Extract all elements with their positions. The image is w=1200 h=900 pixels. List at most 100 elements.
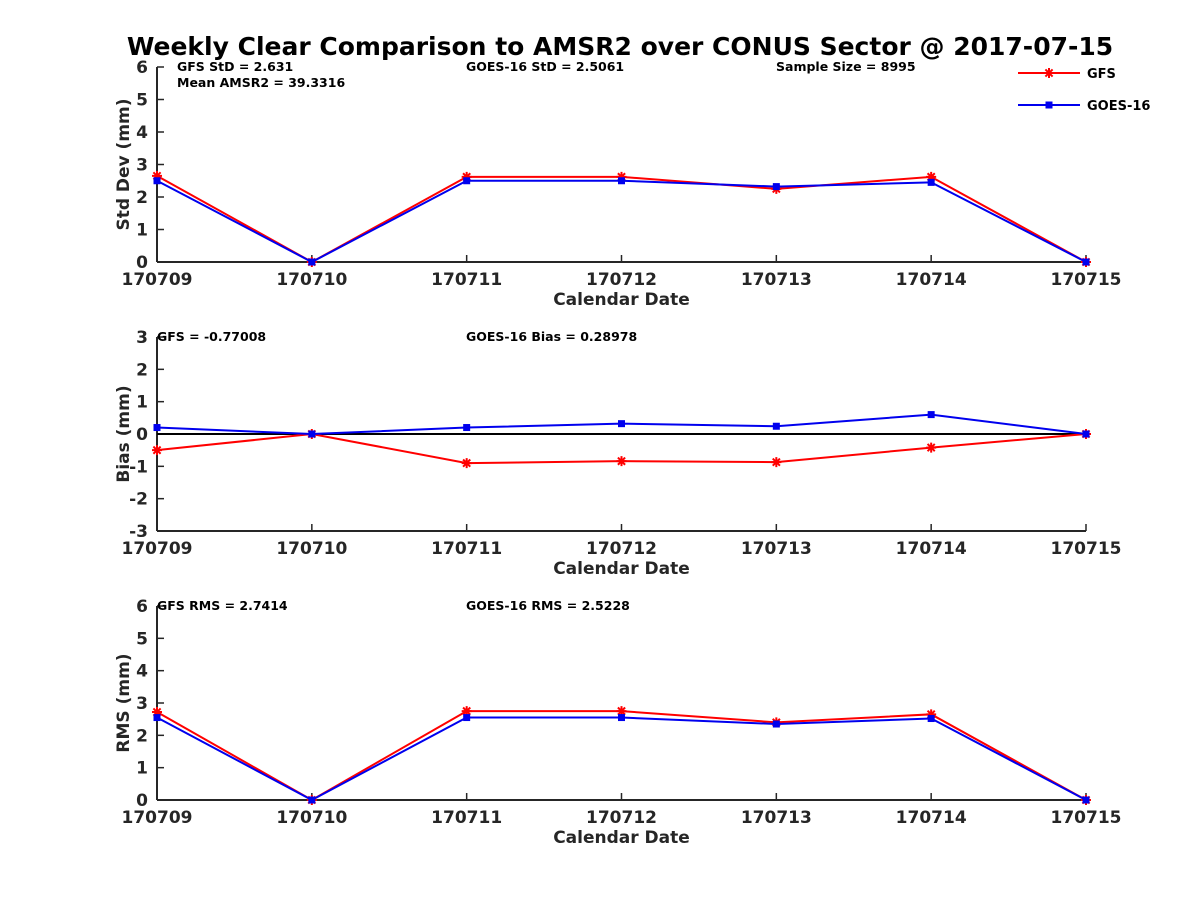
y-tick-label: 0 [136, 253, 148, 273]
stat-annotation: GFS StD = 2.631 [177, 59, 293, 74]
x-tick-label: 170709 [122, 808, 193, 828]
data-point-gfs [152, 445, 162, 456]
x-tick-label: 170712 [586, 808, 657, 828]
y-tick-label: -1 [129, 457, 148, 477]
x-tick-label: 170713 [741, 270, 812, 290]
stat-annotation: GFS RMS = 2.7414 [157, 598, 288, 613]
series-line-goes-16 [156, 179, 1087, 264]
data-point-goes-16 [618, 714, 625, 722]
legend-marker [1045, 101, 1053, 109]
x-tick-label: 170715 [1051, 808, 1122, 828]
data-point-gfs [461, 706, 472, 717]
data-point-goes-16 [772, 422, 780, 430]
x-tick-label: 170709 [122, 270, 193, 290]
y-tick-label: 5 [136, 629, 148, 649]
data-point-goes-16 [463, 714, 471, 722]
y-tick-label: 3 [136, 694, 148, 714]
y-axis-label: Bias (mm) [114, 385, 134, 482]
x-tick-label: 170709 [122, 539, 193, 559]
data-point-goes-16 [927, 178, 935, 186]
x-tick-label: 170712 [586, 270, 657, 290]
data-point-goes-16 [153, 177, 161, 185]
x-tick-label: 170714 [896, 270, 967, 290]
panel-2: -3 -2 -1 0 1 2 3 170709 170710 170711 170712 170713… [114, 328, 1121, 579]
x-tick-label: 170713 [741, 808, 812, 828]
x-axis-label: Calendar Date [553, 559, 690, 579]
x-tick-label: 170712 [586, 539, 657, 559]
x-tick-label: 170710 [276, 808, 347, 828]
data-point-goes-16 [153, 424, 161, 432]
y-tick-label: 3 [136, 328, 148, 348]
y-tick-label: 4 [136, 662, 148, 682]
y-tick-label: 5 [136, 91, 148, 111]
y-tick-label: 1 [136, 221, 148, 241]
legend-entry-goes-16: GOES-16 [1018, 99, 1150, 114]
data-point-gfs [926, 442, 937, 453]
x-tick-label: 170710 [276, 270, 347, 290]
panel-1: 0 1 2 3 4 5 6 170709 170710 170711 170712 170713 170… [114, 58, 1121, 310]
data-point-goes-16 [927, 411, 935, 419]
stat-annotation: GOES-16 RMS = 2.5228 [466, 598, 630, 613]
y-tick-label: -2 [129, 490, 148, 510]
data-point-goes-16 [618, 420, 625, 428]
x-tick-label: 170711 [431, 539, 502, 559]
data-point-goes-16 [308, 430, 316, 438]
y-tick-label: 1 [136, 393, 148, 413]
y-tick-label: 6 [136, 58, 148, 78]
x-tick-label: 170714 [896, 808, 967, 828]
legend-marker [1044, 68, 1054, 78]
series-line-gfs [156, 175, 1087, 264]
data-point-gfs [152, 170, 162, 181]
chart-title: Weekly Clear Comparison to AMSR2 over CO… [127, 32, 1113, 61]
data-point-goes-16 [308, 258, 316, 266]
x-axis-label: Calendar Date [553, 828, 690, 848]
y-tick-label: 4 [136, 123, 148, 143]
x-axis-label: Calendar Date [553, 290, 690, 310]
data-point-gfs [152, 707, 162, 718]
data-point-gfs [461, 458, 472, 469]
data-point-goes-16 [1082, 430, 1090, 438]
data-point-goes-16 [772, 720, 780, 728]
data-point-gfs [771, 457, 782, 468]
x-tick-label: 170715 [1051, 270, 1122, 290]
legend: GFS GOES-16 [1018, 67, 1150, 114]
legend-entry-gfs: GFS [1018, 67, 1116, 82]
y-tick-label: 6 [136, 597, 148, 617]
legend-label: GFS [1087, 67, 1116, 82]
y-tick-label: 0 [136, 791, 148, 811]
data-point-goes-16 [1082, 258, 1090, 266]
stat-annotation: GOES-16 StD = 2.5061 [466, 59, 624, 74]
data-point-goes-16 [153, 714, 161, 722]
data-point-goes-16 [618, 177, 625, 185]
data-point-gfs [461, 171, 472, 182]
series-goes-16 [153, 411, 1090, 438]
series-line-gfs [156, 710, 1087, 802]
panels: 0 1 2 3 4 5 6 170709 170710 170711 170712 170713 170… [114, 58, 1121, 848]
series-goes-16 [153, 177, 1090, 266]
y-tick-label: 2 [136, 360, 148, 380]
x-tick-label: 170714 [896, 539, 967, 559]
data-point-goes-16 [772, 183, 780, 191]
y-tick-label: 3 [136, 156, 148, 176]
data-point-goes-16 [308, 796, 316, 804]
data-point-gfs [926, 171, 937, 182]
stat-annotation: GOES-16 Bias = 0.28978 [466, 329, 637, 344]
data-point-gfs [926, 709, 937, 720]
y-tick-label: 2 [136, 188, 148, 208]
data-point-gfs [616, 171, 627, 182]
data-point-goes-16 [463, 424, 471, 432]
series-line-goes-16 [156, 716, 1087, 802]
x-tick-label: 170713 [741, 539, 812, 559]
data-point-goes-16 [927, 715, 935, 723]
panel-3: 0 1 2 3 4 5 6 170709 170710 170711 170712 170713 170… [114, 597, 1121, 848]
x-tick-label: 170715 [1051, 539, 1122, 559]
stat-annotation: Mean AMSR2 = 39.3316 [177, 75, 345, 90]
x-tick-label: 170710 [276, 539, 347, 559]
y-axis-label: Std Dev (mm) [114, 98, 134, 230]
y-tick-label: 2 [136, 726, 148, 746]
data-point-gfs [616, 456, 627, 467]
y-axis-label: RMS (mm) [114, 653, 134, 752]
y-tick-label: 1 [136, 759, 148, 779]
data-point-gfs [616, 706, 627, 717]
